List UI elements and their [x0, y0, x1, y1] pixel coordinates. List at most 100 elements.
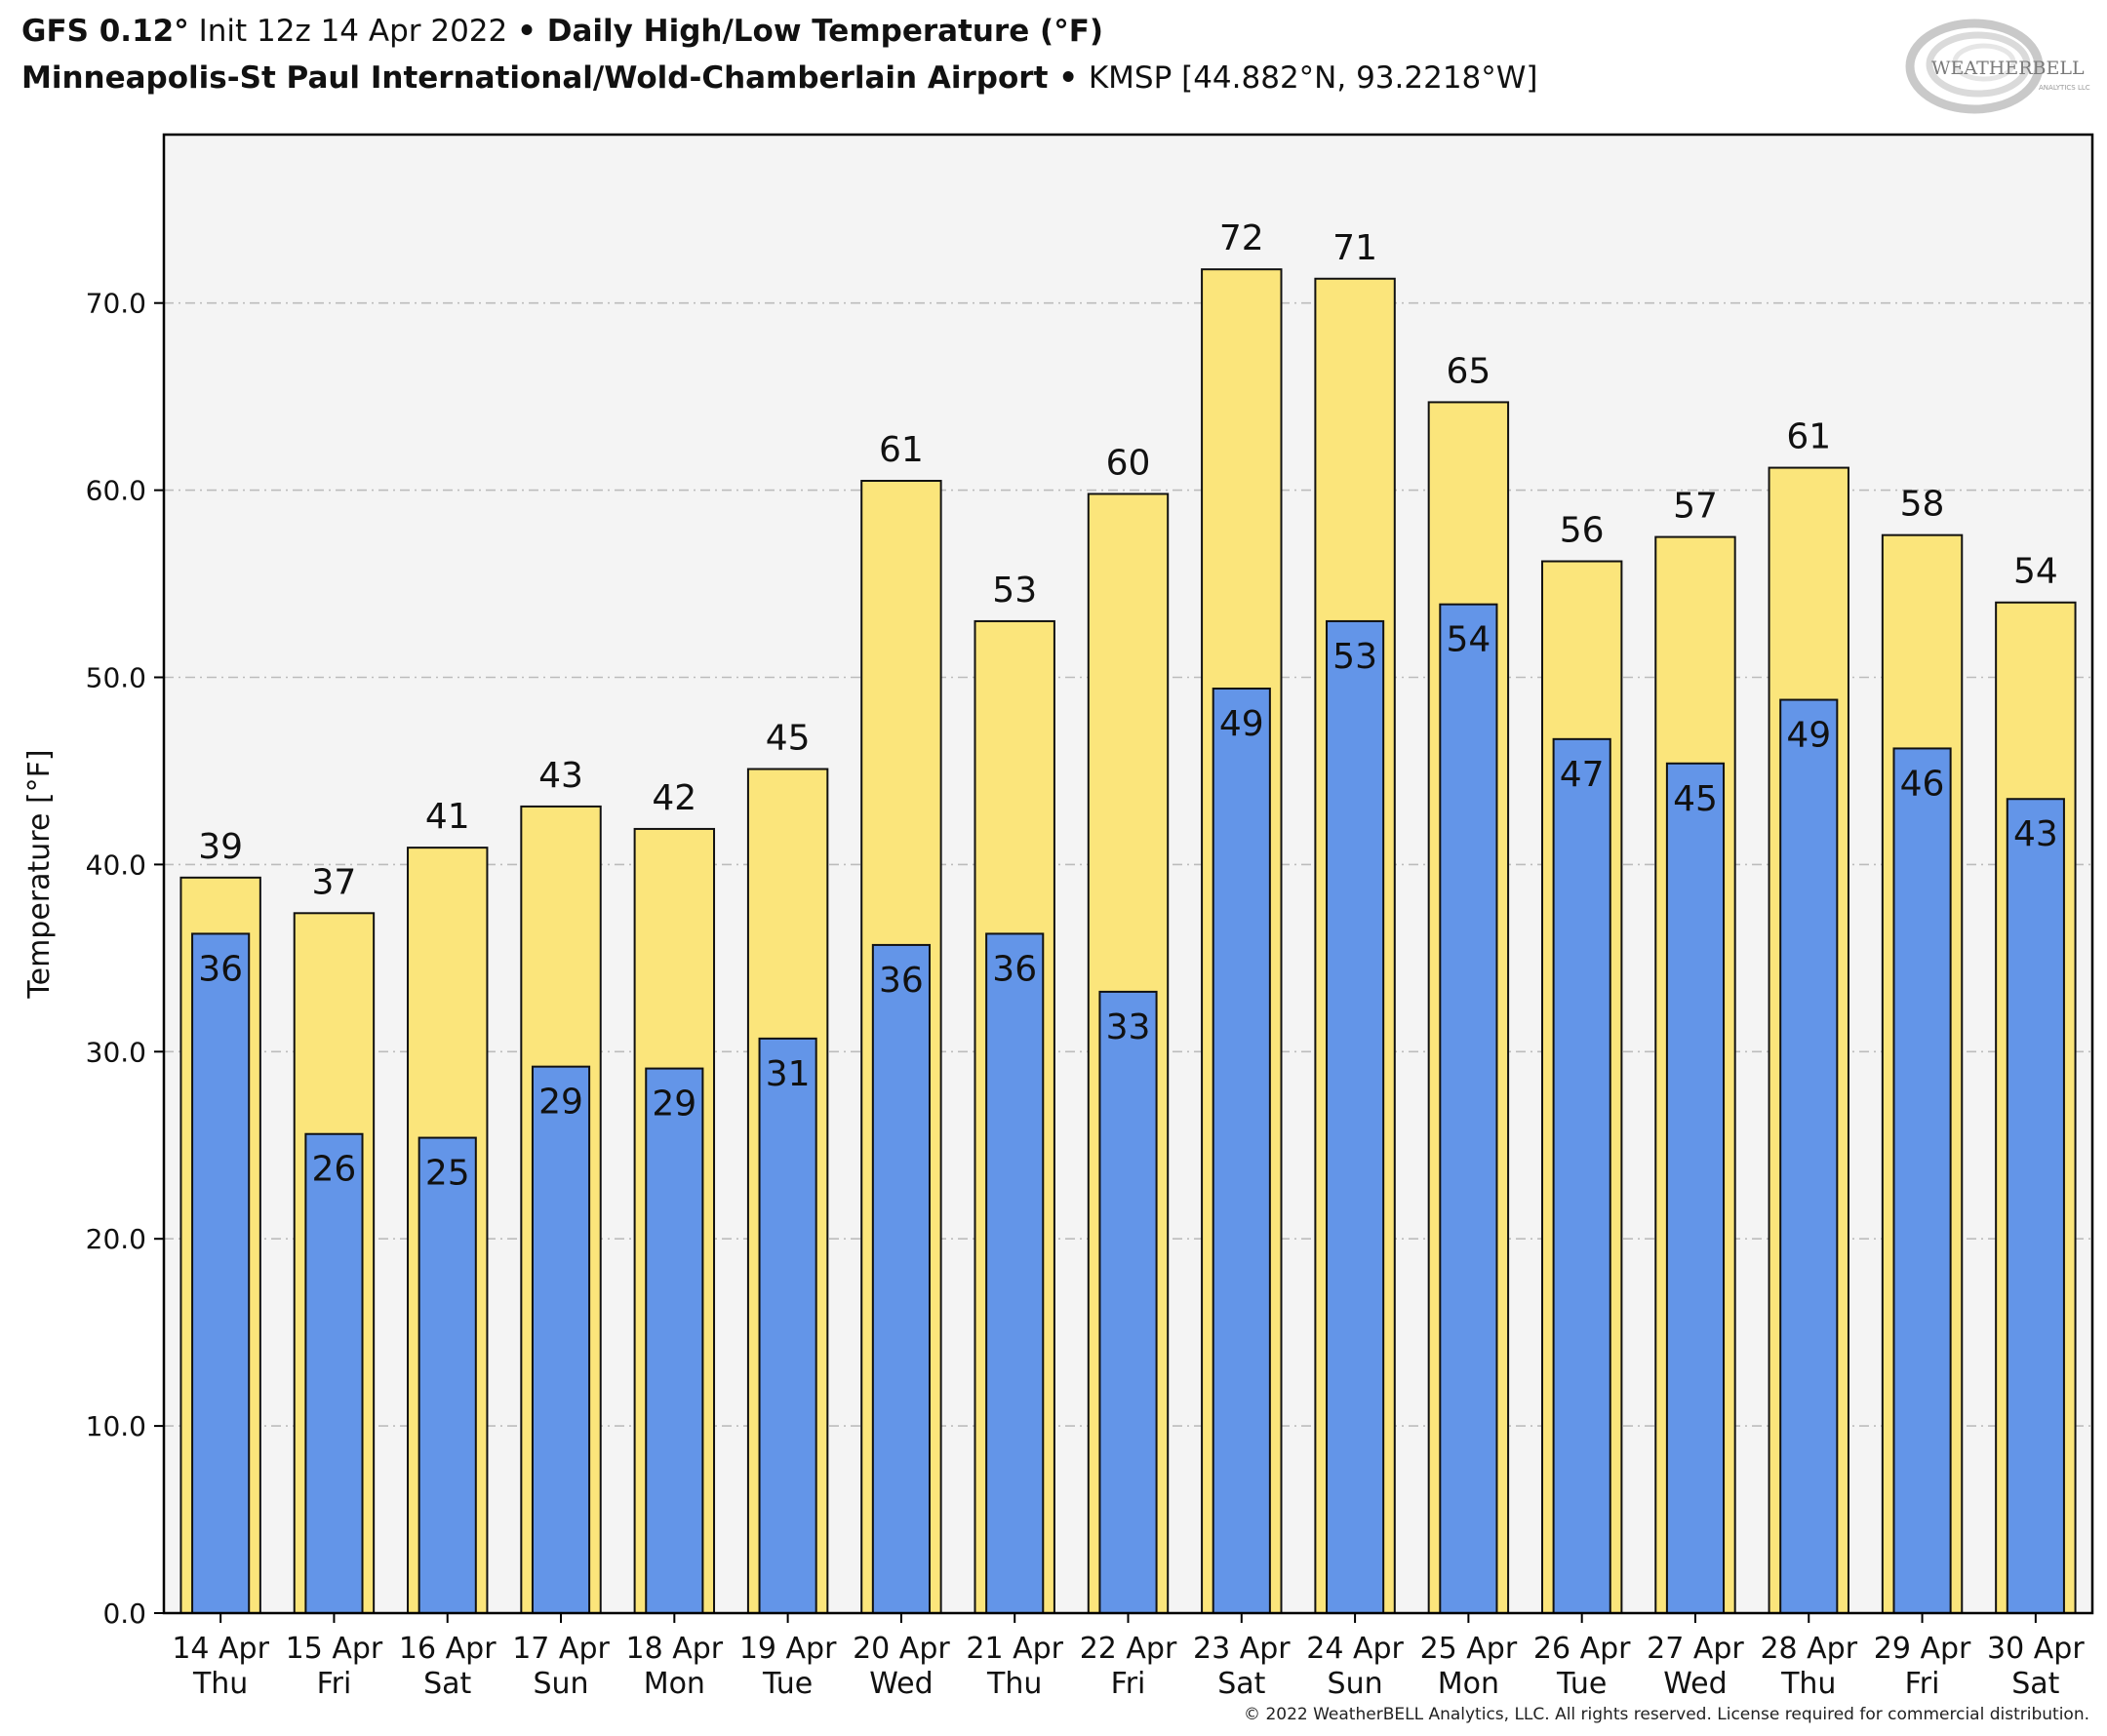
y-tick-label: 20.0	[86, 1223, 146, 1255]
x-tick-weekday: Sat	[1217, 1667, 1265, 1701]
low-bar	[1892, 747, 1952, 1614]
x-tick-date: 20 Apr	[853, 1632, 950, 1666]
low-label: 36	[198, 949, 243, 989]
x-tick-weekday: Sun	[1328, 1667, 1383, 1701]
x-tick-date: 23 Apr	[1193, 1632, 1291, 1666]
station-coords: KMSP [44.882°N, 93.2218°W]	[1088, 60, 1538, 96]
low-bar	[871, 943, 931, 1614]
x-tick-weekday: Mon	[1438, 1667, 1499, 1701]
y-tick-label: 50.0	[86, 662, 146, 694]
low-label: 25	[425, 1154, 470, 1194]
x-tick-date: 14 Apr	[172, 1632, 269, 1666]
x-tick-date: 26 Apr	[1533, 1632, 1631, 1666]
low-bar	[191, 932, 251, 1614]
low-bar	[1439, 603, 1498, 1615]
copyright-notice: © 2022 WeatherBELL Analytics, LLC. All r…	[1244, 1705, 2089, 1724]
x-tick-weekday: Thu	[192, 1667, 248, 1701]
low-bar	[1098, 990, 1158, 1614]
x-tick-weekday: Sat	[2011, 1667, 2059, 1701]
y-tick-label: 60.0	[86, 475, 146, 507]
low-label: 47	[1560, 755, 1605, 795]
high-label: 61	[879, 430, 924, 470]
svg-text:ANALYTICS LLC: ANALYTICS LLC	[2039, 84, 2090, 92]
low-label: 36	[879, 961, 924, 1001]
model-name: GFS 0.12°	[21, 14, 189, 49]
x-tick-date: 24 Apr	[1306, 1632, 1404, 1666]
x-tick-date: 25 Apr	[1420, 1632, 1518, 1666]
x-tick-date: 29 Apr	[1874, 1632, 1971, 1666]
station-name: Minneapolis-St Paul International/Wold-C…	[21, 60, 1049, 96]
low-bar	[645, 1067, 704, 1614]
x-tick-weekday: Tue	[1556, 1667, 1607, 1701]
low-bar	[758, 1037, 817, 1614]
low-label: 53	[1332, 637, 1377, 677]
low-label: 54	[1446, 620, 1491, 660]
low-label: 43	[2013, 814, 2058, 854]
low-label: 29	[652, 1085, 696, 1124]
low-bar	[985, 932, 1045, 1614]
header-separator: •	[1048, 60, 1089, 96]
x-tick-weekday: Wed	[1663, 1667, 1727, 1701]
low-bar	[1552, 737, 1611, 1614]
x-tick-weekday: Fri	[1905, 1667, 1940, 1701]
x-tick-date: 22 Apr	[1080, 1632, 1177, 1666]
chart-title: Daily High/Low Temperature (°F)	[536, 14, 1104, 49]
low-label: 36	[992, 949, 1037, 989]
high-label: 39	[198, 827, 243, 867]
svg-text:WEATHERBELL: WEATHERBELL	[1931, 58, 2085, 79]
header-separator: •	[517, 14, 537, 49]
high-label: 53	[992, 571, 1037, 611]
x-tick-date: 17 Apr	[512, 1632, 610, 1666]
low-bar	[304, 1132, 364, 1615]
x-tick-date: 21 Apr	[966, 1632, 1063, 1666]
low-label: 46	[1900, 764, 1945, 804]
x-tick-weekday: Tue	[762, 1667, 813, 1701]
x-tick-weekday: Fri	[317, 1667, 352, 1701]
weatherbell-logo: WEATHERBELL ANALYTICS LLC	[1905, 19, 2090, 114]
high-label: 56	[1560, 511, 1605, 551]
low-bar	[1212, 688, 1271, 1614]
y-tick-label: 40.0	[86, 848, 146, 881]
x-tick-weekday: Thu	[1780, 1667, 1836, 1701]
x-tick-weekday: Sat	[423, 1667, 471, 1701]
y-tick-label: 10.0	[86, 1410, 146, 1442]
low-bar	[1779, 698, 1839, 1614]
low-label: 29	[538, 1083, 583, 1123]
x-tick-date: 30 Apr	[1987, 1632, 2085, 1666]
y-tick-label: 70.0	[86, 288, 146, 320]
low-bar	[417, 1136, 477, 1615]
x-tick-date: 27 Apr	[1647, 1632, 1744, 1666]
header-line-2: Minneapolis-St Paul International/Wold-C…	[21, 55, 1875, 101]
chart-header: GFS 0.12° Init 12z 14 Apr 2022 • Daily H…	[21, 8, 1875, 101]
high-label: 42	[652, 778, 696, 818]
x-tick-date: 19 Apr	[739, 1632, 837, 1666]
high-label: 37	[312, 862, 357, 902]
low-bar	[1665, 762, 1726, 1614]
low-label: 49	[1786, 716, 1831, 756]
x-tick-date: 28 Apr	[1760, 1632, 1857, 1666]
x-tick-weekday: Thu	[986, 1667, 1042, 1701]
x-tick-date: 16 Apr	[399, 1632, 497, 1666]
high-label: 41	[425, 797, 470, 837]
init-time: Init 12z 14 Apr 2022	[188, 14, 518, 49]
high-label: 54	[2013, 552, 2058, 592]
low-label: 33	[1106, 1007, 1151, 1047]
x-tick-date: 18 Apr	[626, 1632, 724, 1666]
high-label: 43	[538, 756, 583, 796]
low-bar	[1326, 619, 1385, 1614]
low-label: 26	[312, 1150, 357, 1190]
high-label: 60	[1106, 443, 1151, 483]
low-label: 45	[1673, 779, 1718, 819]
high-label: 72	[1219, 218, 1264, 258]
high-label: 65	[1446, 351, 1491, 391]
plot-frame	[162, 133, 2094, 1615]
header-line-1: GFS 0.12° Init 12z 14 Apr 2022 • Daily H…	[21, 8, 1875, 55]
low-bar	[531, 1065, 591, 1614]
low-bar	[2006, 798, 2065, 1614]
high-label: 58	[1900, 485, 1945, 525]
x-tick-weekday: Sun	[533, 1667, 588, 1701]
low-label: 49	[1219, 704, 1264, 744]
y-tick-label: 0.0	[102, 1598, 146, 1630]
high-label: 71	[1332, 228, 1377, 268]
